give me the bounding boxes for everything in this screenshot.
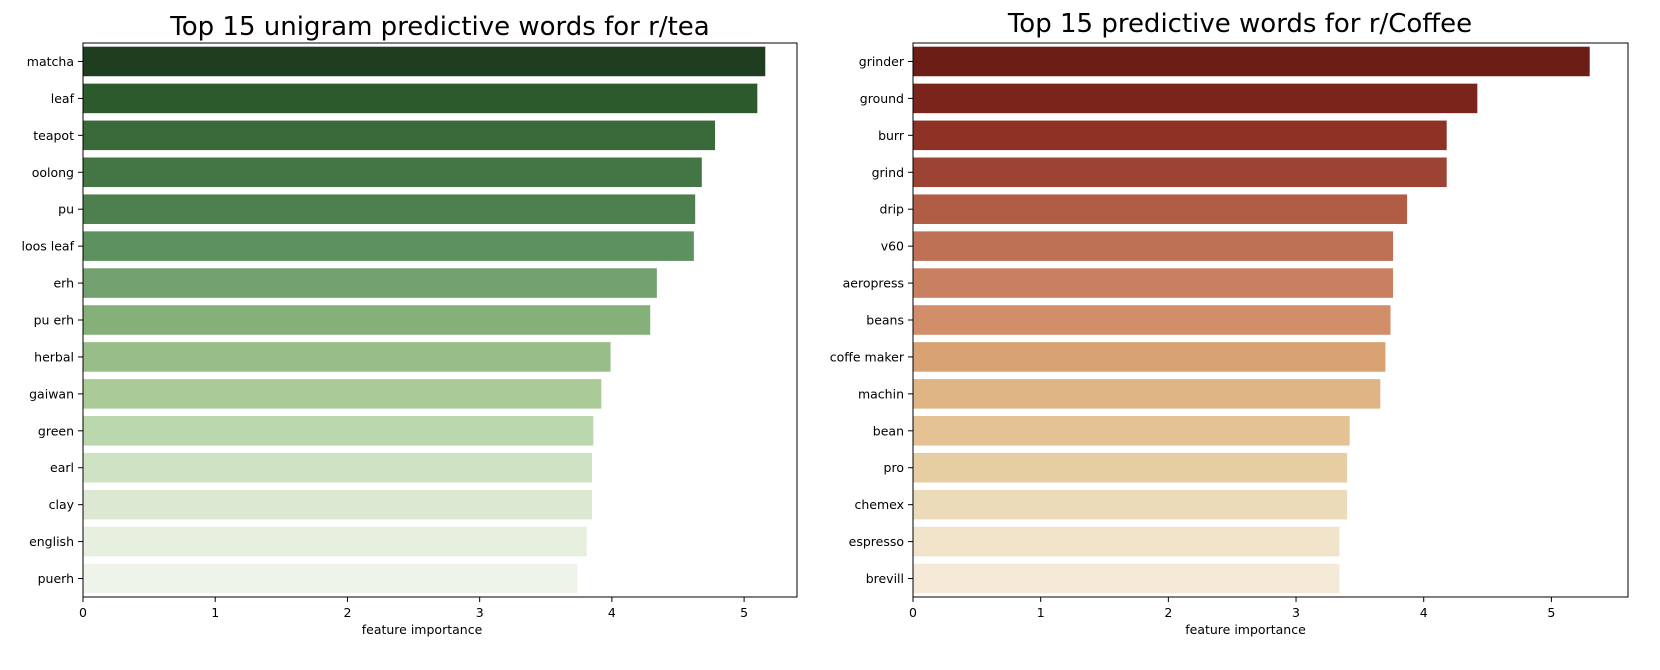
coffee-chart-title: Top 15 predictive words for r/Coffee bbox=[1007, 9, 1472, 39]
coffee-bar-chart: Top 15 predictive words for r/Coffee grin… bbox=[830, 9, 1629, 637]
coffee-bar-pro bbox=[913, 452, 1348, 483]
coffee-category-label: v60 bbox=[881, 239, 904, 254]
tea-chart-title: Top 15 unigram predictive words for r/te… bbox=[169, 12, 709, 42]
tea-category-label: english bbox=[29, 534, 74, 549]
coffee-category-label: grind bbox=[872, 165, 904, 180]
coffee-category-label: espresso bbox=[849, 534, 904, 549]
tea-category-label: teapot bbox=[33, 128, 74, 143]
coffee-x-tick-label: 3 bbox=[1292, 605, 1300, 620]
coffee-category-label: bean bbox=[873, 423, 904, 438]
coffee-category-label: grinder bbox=[859, 54, 905, 69]
tea-category-label: leaf bbox=[51, 91, 75, 106]
tea-category-label: earl bbox=[50, 460, 74, 475]
coffee-category-label: ground bbox=[860, 91, 904, 106]
tea-category-label: pu erh bbox=[34, 313, 74, 328]
tea-bar-clay bbox=[83, 489, 593, 520]
coffee-category-label: coffe maker bbox=[830, 349, 905, 364]
coffee-category-label: beans bbox=[866, 313, 904, 328]
tea-bar-english bbox=[83, 526, 587, 557]
tea-category-label: herbal bbox=[34, 349, 74, 364]
tea-bar-erh bbox=[83, 268, 657, 298]
coffee-category-label: aeropress bbox=[843, 276, 904, 291]
tea-bar-chart: Top 15 unigram predictive words for r/te… bbox=[22, 12, 798, 637]
coffee-x-tick-label: 5 bbox=[1547, 605, 1555, 620]
tea-x-tick-label: 5 bbox=[740, 605, 748, 620]
tea-x-tick-label: 3 bbox=[476, 605, 484, 620]
coffee-bar-grind bbox=[913, 157, 1447, 188]
tea-plot-frame bbox=[82, 42, 798, 598]
tea-category-label: oolong bbox=[32, 165, 74, 180]
tea-chart-panel: Top 15 unigram predictive words for r/te… bbox=[0, 0, 820, 666]
coffee-bar-coffe-maker bbox=[913, 342, 1386, 372]
coffee-bar-bean bbox=[913, 416, 1350, 446]
tea-category-label: green bbox=[38, 423, 74, 438]
tea-x-axis-label: feature importance bbox=[362, 622, 483, 637]
tea-bar-puerh bbox=[83, 563, 578, 594]
coffee-chart-panel: Top 15 predictive words for r/Coffee grin… bbox=[820, 0, 1660, 666]
coffee-bar-v60 bbox=[913, 231, 1394, 261]
coffee-plot-frame bbox=[912, 42, 1629, 598]
tea-category-label: puerh bbox=[38, 571, 74, 586]
tea-bar-loos-leaf bbox=[83, 231, 694, 261]
tea-category-label: clay bbox=[49, 497, 75, 512]
coffee-bar-grinder bbox=[913, 46, 1590, 77]
tea-x-tick-label: 4 bbox=[608, 605, 616, 620]
tea-bar-pu-erh bbox=[83, 305, 651, 335]
tea-category-label: pu bbox=[58, 202, 74, 217]
coffee-bar-beans bbox=[913, 305, 1391, 335]
tea-bar-earl bbox=[83, 452, 593, 483]
coffee-bar-espresso bbox=[913, 526, 1340, 557]
coffee-category-label: burr bbox=[878, 128, 905, 143]
coffee-x-tick-label: 4 bbox=[1420, 605, 1428, 620]
coffee-category-label: pro bbox=[884, 460, 904, 475]
coffee-category-label: drip bbox=[880, 202, 905, 217]
coffee-bar-aeropress bbox=[913, 268, 1394, 298]
coffee-bar-machin bbox=[913, 379, 1381, 409]
tea-x-tick-label: 1 bbox=[211, 605, 219, 620]
tea-category-label: gaiwan bbox=[29, 386, 74, 401]
coffee-x-axis-label: feature importance bbox=[1185, 622, 1306, 637]
tea-category-label: matcha bbox=[27, 54, 74, 69]
coffee-bar-drip bbox=[913, 194, 1408, 224]
coffee-x-tick-label: 0 bbox=[909, 605, 917, 620]
tea-bar-leaf bbox=[83, 83, 758, 114]
coffee-bar-ground bbox=[913, 83, 1478, 114]
tea-bar-gaiwan bbox=[83, 379, 602, 409]
tea-x-tick-label: 2 bbox=[343, 605, 351, 620]
coffee-category-label: chemex bbox=[854, 497, 904, 512]
tea-bar-teapot bbox=[83, 120, 716, 151]
coffee-bar-burr bbox=[913, 120, 1447, 151]
tea-category-label: loos leaf bbox=[22, 239, 75, 254]
tea-category-label: erh bbox=[53, 276, 74, 291]
coffee-x-tick-label: 1 bbox=[1037, 605, 1045, 620]
tea-bar-matcha bbox=[83, 46, 766, 77]
tea-x-tick-label: 0 bbox=[79, 605, 87, 620]
coffee-category-label: machin bbox=[858, 386, 904, 401]
coffee-category-label: brevill bbox=[866, 571, 904, 586]
coffee-x-tick-label: 2 bbox=[1164, 605, 1172, 620]
tea-bar-green bbox=[83, 416, 594, 446]
coffee-bar-brevill bbox=[913, 563, 1340, 594]
tea-bar-herbal bbox=[83, 342, 611, 372]
tea-bar-oolong bbox=[83, 157, 702, 188]
coffee-bar-chemex bbox=[913, 489, 1348, 520]
tea-bar-pu bbox=[83, 194, 696, 224]
